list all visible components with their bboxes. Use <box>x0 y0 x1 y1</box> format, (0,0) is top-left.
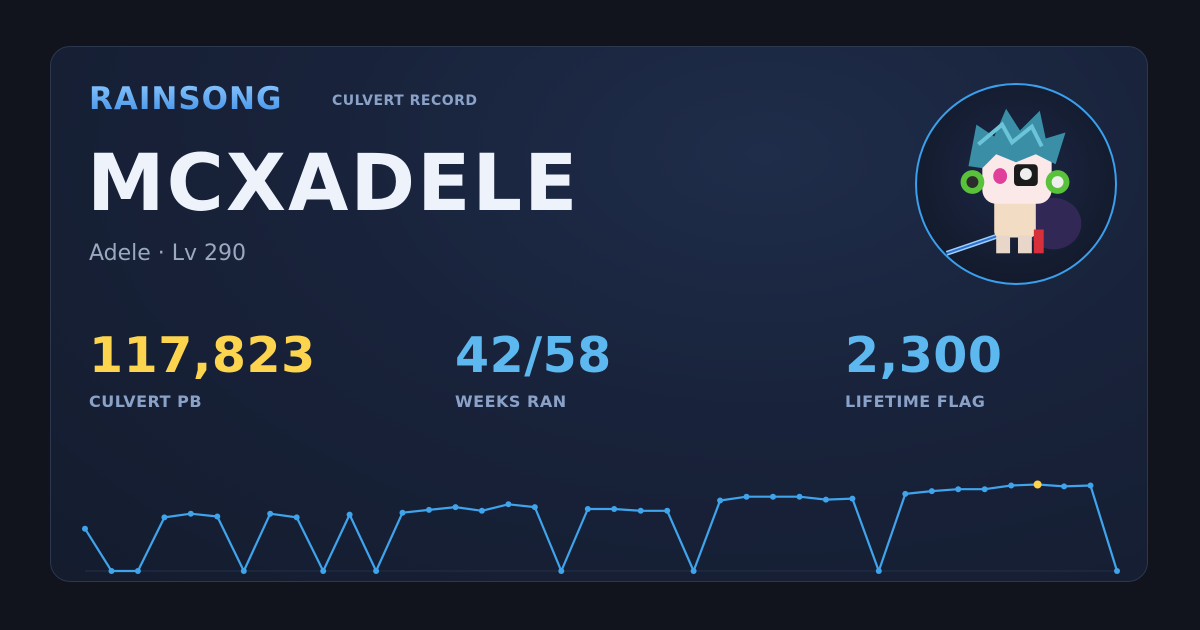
data-point <box>452 504 459 511</box>
data-point <box>1114 568 1120 574</box>
data-point <box>664 507 671 514</box>
data-point <box>981 486 988 493</box>
data-point <box>875 568 882 574</box>
stat-culvert-pb: 117,823 CULVERT PB <box>89 331 316 411</box>
data-point <box>1087 482 1094 489</box>
character-avatar-icon <box>915 83 1117 285</box>
data-point <box>108 568 115 574</box>
data-point <box>796 493 803 500</box>
player-name: MCXADELE <box>87 139 580 229</box>
data-point <box>770 493 776 500</box>
data-point <box>849 495 856 502</box>
profile-card: RAINSONG CULVERT RECORD MCXADELE Adele ·… <box>50 46 1148 582</box>
data-point <box>399 509 406 516</box>
data-point <box>373 568 380 574</box>
stat-label: WEEKS RAN <box>455 392 567 411</box>
data-point <box>955 486 962 493</box>
stat-value: 117,823 <box>89 327 316 384</box>
data-point <box>346 511 353 518</box>
data-point <box>1008 482 1015 489</box>
data-point <box>928 488 935 495</box>
data-point <box>240 568 247 574</box>
score-history-chart <box>82 480 1120 574</box>
data-point <box>161 514 168 521</box>
data-point <box>531 504 538 511</box>
player-class-level: Adele · Lv 290 <box>89 241 247 266</box>
data-point <box>505 501 512 508</box>
stat-value: 2,300 <box>845 327 1003 384</box>
stat-lifetime-flag: 2,300 LIFETIME FLAG <box>845 331 1003 411</box>
highlight-point <box>1033 480 1042 489</box>
data-point <box>267 510 274 517</box>
data-point <box>320 568 327 574</box>
data-point <box>611 506 618 512</box>
data-point <box>426 506 432 513</box>
data-point <box>690 568 697 574</box>
data-point <box>743 493 750 500</box>
data-point <box>902 490 909 497</box>
data-point <box>822 496 829 503</box>
data-point <box>717 497 724 504</box>
data-point <box>214 513 221 520</box>
data-point <box>478 507 485 514</box>
brand-logo: RAINSONG <box>89 81 283 117</box>
data-point <box>293 514 300 521</box>
avatar-sprite <box>945 108 1082 256</box>
stat-value: 42/58 <box>455 327 612 384</box>
stat-label: CULVERT PB <box>89 392 203 411</box>
series-line <box>84 483 1119 573</box>
record-subtitle: CULVERT RECORD <box>332 93 478 109</box>
data-point <box>134 568 141 574</box>
stat-label: LIFETIME FLAG <box>845 392 986 411</box>
data-point <box>82 525 88 532</box>
data-point <box>1061 483 1068 490</box>
stat-weeks-ran: 42/58 WEEKS RAN <box>455 331 612 411</box>
data-point <box>558 568 565 574</box>
data-point <box>584 506 591 512</box>
data-point <box>637 507 644 514</box>
data-point <box>187 510 194 517</box>
